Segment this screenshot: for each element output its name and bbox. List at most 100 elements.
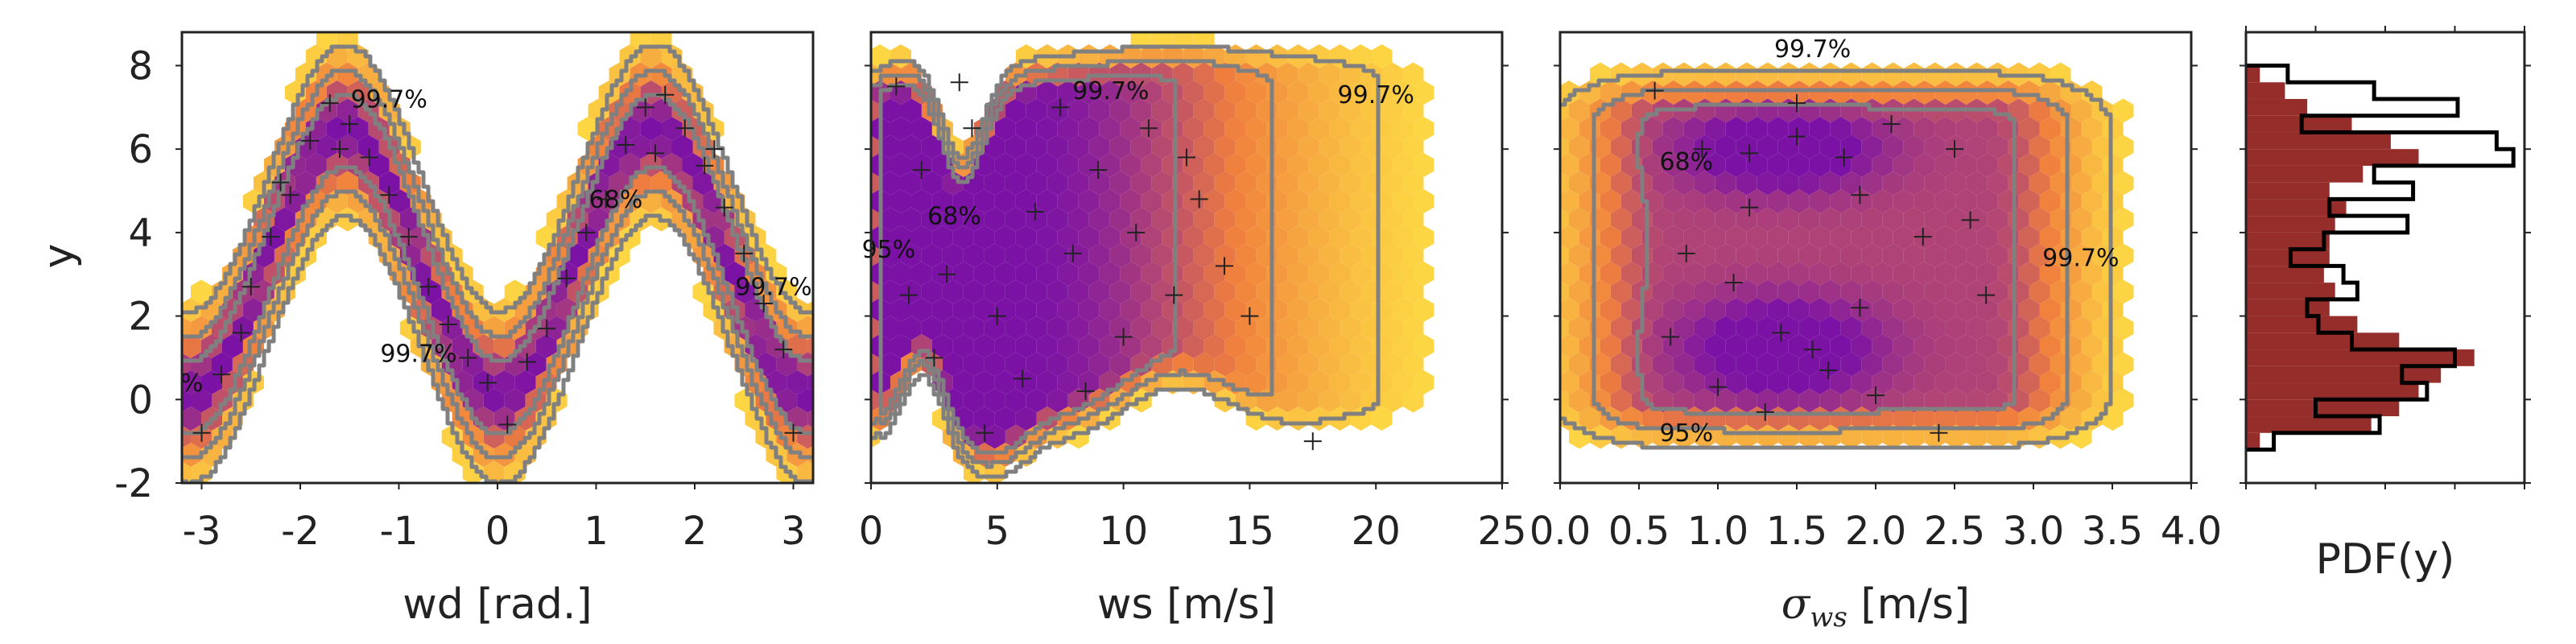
hexbin-cell: [1893, 334, 1914, 358]
data-marker: [331, 140, 349, 159]
hexbin-cell: [1757, 316, 1778, 341]
hexbin-cell: [1214, 134, 1236, 159]
hexbin-cell: [1569, 207, 1590, 232]
hexbin-cell: [848, 80, 869, 105]
data-marker: [1076, 382, 1095, 400]
data-marker: [557, 269, 576, 287]
hexbin-cell: [1600, 117, 1621, 141]
hexbin-cell: [1955, 189, 1977, 213]
hexbin-cell: [1078, 225, 1100, 250]
hexbin-cell: [1683, 334, 1705, 358]
hexbin-cell: [1109, 352, 1131, 377]
hexbin-cell: [1893, 407, 1914, 431]
contour-line: [1591, 88, 2070, 436]
hexbin-cell: [880, 134, 901, 159]
hexbin-cell: [1350, 153, 1372, 177]
hexbin-cell: [1840, 134, 1862, 159]
hexbin-cell: [1840, 388, 1862, 413]
hexbin-cell: [1746, 153, 1768, 177]
data-marker: [597, 190, 615, 208]
hexbin-cell: [1872, 370, 1893, 394]
hexbin-cell: [1046, 171, 1068, 196]
hexbin-cell: [1560, 370, 1579, 394]
hexbin-cell: [1652, 279, 1674, 304]
hexbin-cell: [1183, 298, 1204, 322]
hexbin-cell: [1600, 370, 1621, 394]
hexbin-cell: [1046, 98, 1068, 123]
hexbin-cell: [931, 298, 953, 322]
hexbin-cell: [1913, 407, 1935, 431]
hexbin-cell: [1809, 117, 1831, 141]
hexbin-cell: [1392, 153, 1414, 177]
hexbin-cell: [1569, 171, 1590, 196]
hexbin-cell: [650, 98, 672, 123]
hexbin-cell: [1329, 370, 1351, 394]
data-marker: [1677, 244, 1695, 262]
hexbin-cell: [1109, 98, 1131, 123]
data-marker: [1913, 228, 1932, 246]
hexbin-cell: [984, 134, 1005, 159]
hexbin-cell: [420, 279, 442, 304]
hexbin-cell: [2039, 370, 2061, 394]
hexbin-cell: [650, 62, 672, 87]
hexbin-cell: [1641, 80, 1663, 105]
hexbin-cell: [2018, 189, 2040, 213]
contour-line: [182, 68, 813, 460]
hexbin-cell: [1078, 153, 1100, 177]
hexbin-cell: [1120, 262, 1141, 286]
hexbin-cell: [848, 407, 869, 431]
hexbin-cell: [1538, 407, 1558, 431]
hexbin-cell: [1413, 117, 1435, 141]
x-tick-label: -2: [281, 509, 320, 554]
hexbin-cell: [1287, 189, 1309, 213]
data-marker: [774, 341, 793, 359]
hexbin-cell: [1381, 388, 1403, 413]
data-marker: [1178, 148, 1195, 167]
contour-label: 99.7%: [1774, 35, 1851, 64]
hexbin-cell: [880, 279, 901, 304]
contour-line: [871, 44, 1381, 479]
panel-sigma-ws: 99.7% 68% 99.7% 95% 0.0 0.5 1.0 1.5 2.0 2.5 3.0 3.…: [1530, 31, 2222, 634]
hexbin-cell: [1976, 407, 1998, 431]
hexbin-cell: [1715, 424, 1736, 449]
data-marker: [1851, 186, 1869, 204]
data-marker: [1709, 378, 1727, 396]
hexbin-cell: [2091, 207, 2113, 232]
hexbin-cell: [1945, 352, 1967, 377]
hexbin-cell: [1329, 262, 1351, 286]
hexbin-cell: [1746, 334, 1768, 358]
hexbin-cell: [734, 279, 756, 304]
hexbin-cell: [1026, 316, 1047, 341]
hexbin-cell: [1235, 207, 1257, 232]
hexbin-cell: [2081, 189, 2103, 213]
hexbin-cell: [1172, 243, 1194, 268]
hexbin-cell: [1538, 334, 1558, 358]
hexbin-cell: [1224, 153, 1246, 177]
x-tick-label: 2: [683, 509, 708, 554]
hexbin-cell: [1141, 225, 1162, 250]
hexbin-cell: [1641, 298, 1663, 322]
hexbin-cell: [567, 243, 588, 268]
hexbin-cell: [1851, 117, 1872, 141]
hexbin-cell: [1662, 80, 1684, 105]
hexbin-cell: [316, 134, 337, 159]
hexbin-cell: [1976, 117, 1998, 141]
hexbin-cell: [1329, 189, 1351, 213]
hexbin-cell: [848, 117, 869, 141]
hexbin-cell: [1673, 243, 1695, 268]
hexbin-cell: [1130, 316, 1152, 341]
hexbin-cell: [1245, 117, 1267, 141]
hexbin-cell: [1662, 189, 1684, 213]
hexbin-cell: [1120, 153, 1141, 177]
data-marker: [1114, 328, 1133, 346]
hexbin-cell: [1987, 207, 2008, 232]
hexbin-cell: [1662, 370, 1684, 394]
hexbin-cell: [1340, 279, 1361, 304]
hexbin-cell: [1725, 80, 1747, 105]
hexbin-cell: [1788, 189, 1810, 213]
hexbin-cell: [493, 334, 515, 358]
hexbin-cell: [1287, 298, 1309, 322]
hexbin-cell: [1788, 370, 1810, 394]
hexbin-cell: [1924, 316, 1946, 341]
hexbin-cell: [1151, 316, 1173, 341]
